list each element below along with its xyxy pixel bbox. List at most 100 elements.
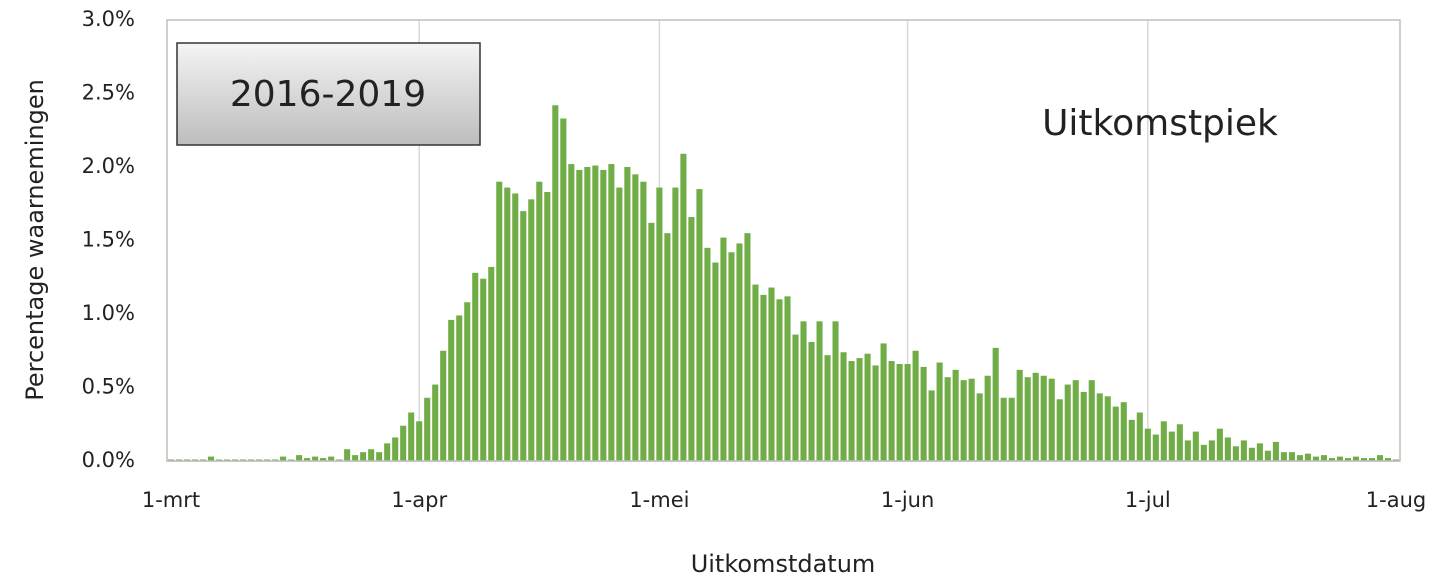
annotation: Uitkomstpiek xyxy=(1042,103,1278,144)
bar xyxy=(536,181,543,461)
bar xyxy=(1200,444,1207,461)
bar xyxy=(648,222,655,461)
bar xyxy=(1016,369,1023,461)
bar xyxy=(696,189,703,462)
bar xyxy=(768,287,775,461)
bar xyxy=(984,375,991,461)
bar xyxy=(952,369,959,461)
bar xyxy=(1368,458,1376,461)
bar xyxy=(832,321,839,461)
bar xyxy=(680,153,687,461)
bar xyxy=(1232,446,1239,461)
x-axis-label: Uitkomstdatum xyxy=(691,550,876,578)
bar xyxy=(936,362,943,461)
bar xyxy=(424,397,431,461)
bar xyxy=(1080,391,1087,461)
bar xyxy=(1328,458,1335,461)
bar xyxy=(744,233,751,461)
bar xyxy=(944,377,951,461)
x-tick-label: 1-mrt xyxy=(142,488,200,512)
y-tick-label: 0.5% xyxy=(82,375,135,399)
bar xyxy=(1376,455,1384,461)
bar xyxy=(1176,424,1183,461)
bar xyxy=(808,341,815,461)
x-tick-label: 1-jul xyxy=(1125,488,1171,512)
bar xyxy=(712,262,719,461)
bar xyxy=(960,380,967,461)
title-box-text: 2016-2019 xyxy=(230,74,426,115)
annotation-box xyxy=(176,42,481,146)
bar xyxy=(1192,431,1199,461)
bar xyxy=(992,347,999,461)
bar xyxy=(688,216,695,461)
bar xyxy=(1064,384,1071,461)
bar xyxy=(856,358,863,461)
bar xyxy=(1312,456,1319,461)
bar xyxy=(352,455,359,461)
bar xyxy=(904,363,911,461)
bar xyxy=(672,187,679,461)
bar xyxy=(1088,380,1095,461)
bar xyxy=(1256,443,1263,461)
bar xyxy=(400,425,407,461)
bar xyxy=(1072,380,1079,461)
bar xyxy=(568,164,575,461)
bar xyxy=(1360,458,1368,461)
bar xyxy=(1096,393,1103,461)
bar xyxy=(1048,378,1055,461)
bar xyxy=(280,456,287,461)
bar xyxy=(920,366,927,461)
y-axis-label: Percentage waarnemingen xyxy=(21,79,49,401)
bar xyxy=(560,118,567,462)
bar xyxy=(296,455,303,461)
bar xyxy=(440,350,447,461)
bar xyxy=(792,334,799,461)
bar xyxy=(384,443,391,461)
bar xyxy=(552,105,559,461)
bar xyxy=(464,302,471,461)
bar xyxy=(472,272,479,461)
bar xyxy=(656,187,663,461)
bar xyxy=(1128,419,1135,461)
bar xyxy=(864,353,871,461)
bar xyxy=(1216,428,1223,461)
bar xyxy=(824,355,831,461)
bar xyxy=(320,458,327,461)
bar xyxy=(1040,375,1047,461)
bar xyxy=(1056,399,1063,461)
bar xyxy=(880,343,887,461)
bar xyxy=(1304,453,1311,461)
bar xyxy=(544,191,551,462)
bar xyxy=(912,350,919,461)
bar xyxy=(1112,406,1119,461)
bar xyxy=(888,361,895,461)
bar xyxy=(1120,402,1127,461)
bar xyxy=(1264,450,1271,461)
bar xyxy=(328,456,335,461)
bar xyxy=(1000,397,1007,461)
y-tick-label: 2.5% xyxy=(82,81,135,105)
bar xyxy=(600,169,607,461)
bar xyxy=(704,247,711,461)
bar xyxy=(752,284,759,461)
bar xyxy=(872,365,879,461)
bar xyxy=(207,456,215,461)
y-tick-label: 0.0% xyxy=(82,448,135,472)
bar xyxy=(360,452,367,461)
bar xyxy=(512,193,519,461)
bar xyxy=(1224,437,1231,461)
bar xyxy=(456,315,463,461)
bar xyxy=(1008,397,1015,461)
bar xyxy=(968,378,975,461)
bar xyxy=(1024,377,1031,461)
bar xyxy=(1168,431,1175,461)
bar xyxy=(1208,440,1215,461)
y-tick-label: 2.0% xyxy=(82,154,135,178)
bar xyxy=(776,299,783,461)
bar xyxy=(1248,447,1255,461)
bar xyxy=(1144,428,1151,461)
bar xyxy=(592,165,599,461)
bar xyxy=(1136,412,1143,461)
bar xyxy=(632,174,639,461)
